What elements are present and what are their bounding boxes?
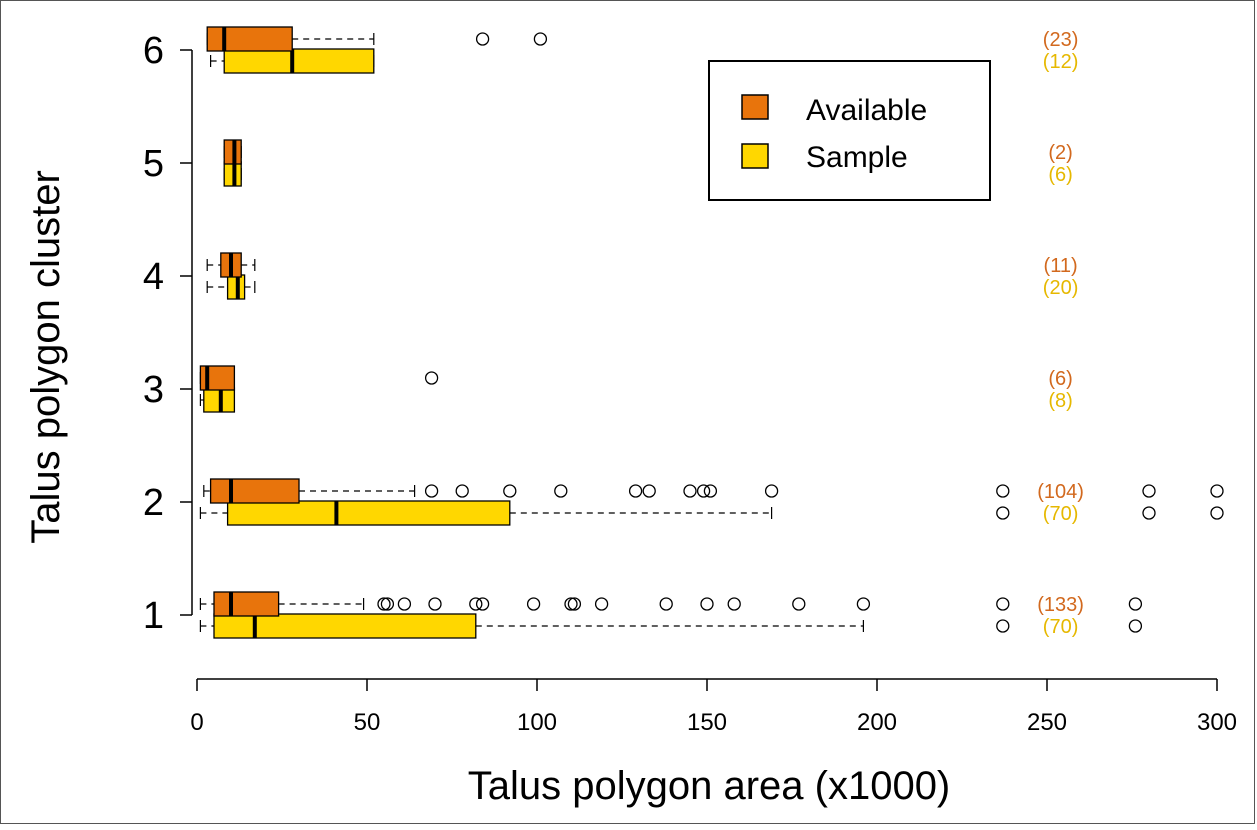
outlier-point	[703, 484, 718, 498]
outlier-point	[424, 371, 439, 385]
y-tick-label: 1	[143, 595, 164, 637]
count-label-sample: (6)	[1048, 164, 1072, 186]
boxes	[199, 26, 1224, 639]
outlier-point	[594, 597, 609, 611]
box-sample-cluster-5	[223, 161, 242, 187]
outlier-point	[567, 597, 582, 611]
box-sample-cluster-6	[210, 48, 375, 74]
box-iqr	[209, 478, 300, 504]
count-labels: (133)(70)(104)(70)(6)(8)(11)(20)(2)(6)(2…	[1037, 29, 1084, 638]
outlier-point	[475, 597, 490, 611]
outlier-point	[1210, 506, 1224, 520]
outlier-point	[628, 484, 643, 498]
box-sample-cluster-3	[199, 387, 236, 413]
outlier-point	[792, 597, 806, 611]
outlier-point	[1128, 619, 1143, 633]
count-label-available: (11)	[1044, 255, 1078, 277]
box-available-cluster-2	[203, 478, 1224, 504]
outlier-point	[564, 597, 578, 611]
outlier-point	[996, 506, 1010, 520]
outlier-point	[469, 597, 483, 611]
box-iqr	[226, 500, 511, 526]
outlier-point	[1210, 484, 1224, 498]
x-axis-title: Talus polygon area (x1000)	[468, 764, 951, 808]
outlier-point	[554, 484, 568, 498]
legend-box	[708, 60, 991, 201]
box-available-cluster-4	[206, 252, 256, 278]
box-available-cluster-1	[199, 591, 1143, 617]
outlier-point	[397, 597, 412, 611]
outlier-point	[1128, 597, 1143, 611]
outlier-point	[1142, 506, 1156, 520]
x-tick-label: 300	[1197, 709, 1237, 736]
y-tick-label: 5	[143, 143, 164, 185]
outlier-point	[455, 484, 469, 498]
x-tick-label: 200	[857, 709, 897, 736]
box-sample-cluster-1	[199, 613, 1143, 639]
outlier-point	[428, 597, 442, 611]
count-label-available: (2)	[1048, 142, 1072, 164]
legend-label-sample: Sample	[806, 141, 908, 174]
outlier-point	[526, 597, 541, 611]
outlier-point	[700, 597, 714, 611]
count-label-available: (23)	[1043, 29, 1079, 51]
x-tick-label: 50	[354, 709, 381, 736]
y-tick-label: 3	[143, 369, 164, 411]
outlier-point	[996, 619, 1010, 633]
outlier-point	[996, 484, 1010, 498]
outlier-point	[659, 597, 673, 611]
outlier-point	[856, 597, 871, 611]
count-label-available: (6)	[1048, 368, 1072, 390]
x-tick-label: 150	[687, 709, 727, 736]
outlier-point	[533, 32, 548, 46]
legend-label-available: Available	[806, 94, 927, 127]
count-label-available: (133)	[1037, 594, 1084, 616]
box-available-cluster-6	[206, 26, 548, 52]
x-tick-label: 100	[517, 709, 557, 736]
legend: Available Sample	[708, 60, 991, 201]
outlier-point	[475, 32, 490, 46]
outlier-point	[424, 484, 439, 498]
count-label-sample: (12)	[1043, 51, 1079, 73]
count-label-sample: (20)	[1043, 277, 1079, 299]
axes: 0 50 100 150 200 250 300 1 2 3 4 5 6	[143, 30, 1237, 736]
count-label-sample: (8)	[1048, 390, 1072, 412]
outlier-point	[996, 597, 1010, 611]
box-iqr	[213, 591, 280, 617]
count-label-available: (104)	[1037, 481, 1084, 503]
outlier-point	[764, 484, 779, 498]
x-tick-label: 0	[190, 709, 203, 736]
box-sample-cluster-4	[206, 274, 256, 300]
legend-swatch-sample	[741, 143, 769, 169]
box-sample-cluster-2	[199, 500, 1224, 526]
count-label-sample: (70)	[1043, 616, 1079, 638]
outlier-point	[503, 484, 517, 498]
box-iqr	[206, 26, 293, 52]
outlier-point	[696, 484, 711, 498]
box-iqr	[223, 48, 375, 74]
outlier-point	[377, 597, 391, 611]
outlier-point	[642, 484, 656, 498]
outlier-point	[683, 484, 697, 498]
box-available-cluster-5	[223, 139, 242, 165]
outlier-point	[380, 597, 395, 611]
box-available-cluster-3	[199, 365, 439, 391]
y-tick-label: 6	[143, 30, 164, 72]
y-tick-label: 2	[143, 482, 164, 524]
legend-swatch-available	[741, 94, 769, 120]
y-tick-label: 4	[143, 256, 164, 298]
x-tick-label: 250	[1027, 709, 1067, 736]
y-axis-title: Talus polygon cluster	[24, 170, 68, 544]
count-label-sample: (70)	[1043, 503, 1079, 525]
outlier-point	[1142, 484, 1156, 498]
box-iqr	[213, 613, 477, 639]
outlier-point	[727, 597, 741, 611]
